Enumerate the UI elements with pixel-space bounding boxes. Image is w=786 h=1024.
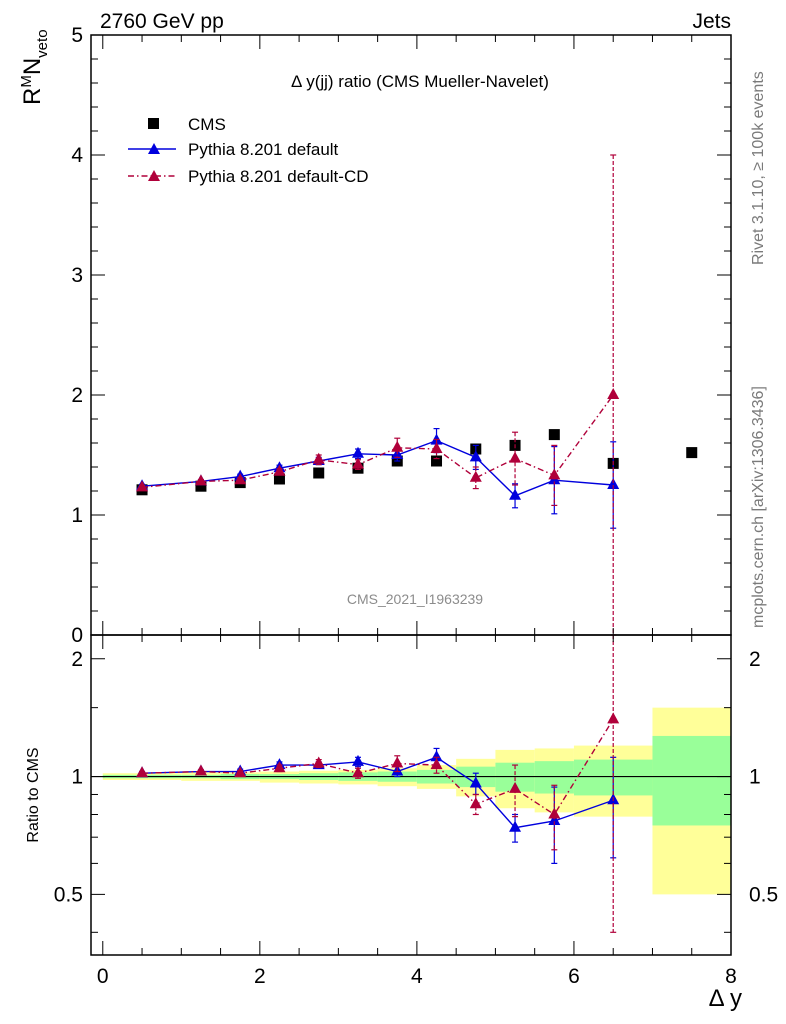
x-tick-label: 4: [411, 965, 423, 988]
legend-cms-marker: [148, 118, 159, 129]
ratio-pythia-default-cd-marker: [312, 756, 325, 768]
ratio-y-tick-label: 1: [71, 766, 83, 789]
pythia-default-cd-marker: [548, 468, 561, 480]
ratio-y-tick-label-right: 0.5: [749, 883, 778, 906]
pythia-default-cd-marker: [312, 452, 325, 464]
pythia-default-marker: [509, 488, 522, 500]
ratio-pythia-default-cd-marker: [234, 766, 247, 778]
ratio-pythia-default-cd-marker: [469, 797, 482, 809]
x-tick-label: 2: [254, 965, 266, 988]
main-title: Δ y(jj) ratio (CMS Mueller-Navelet): [291, 72, 549, 91]
ratio-panel: 0 2 4 6 8 0.5 0.5 1 1 2 2: [54, 634, 778, 988]
pythia-default-cd-marker: [136, 480, 149, 492]
x-tick-label: 8: [725, 965, 737, 988]
x-axis-label: Δ y: [709, 985, 742, 1012]
mcplots-reference-label: mcplots.cern.ch [arXiv:1306.3436]: [750, 386, 767, 628]
ratio-pythia-default-marker: [430, 750, 443, 762]
analysis-watermark: CMS_2021_I1963239: [347, 591, 483, 607]
pythia-default-marker: [351, 446, 364, 458]
cms-data-marker: [195, 480, 207, 492]
ratio-pythia-default-marker: [548, 813, 561, 825]
ratio-y-tick-label-right: 1: [749, 766, 761, 789]
main-y-axis-label: RMNveto: [18, 29, 51, 105]
pythia-default-cd-marker: [509, 451, 522, 463]
pythia-default-cd-line: [141, 394, 614, 489]
pythia-default-cd-marker: [430, 442, 443, 453]
pythia-default-line: [141, 439, 614, 497]
main-y-tick-label: 0: [71, 624, 83, 647]
pythia-default-cd-marker: [234, 473, 247, 485]
ratio-y-tick-label-right: 2: [749, 648, 761, 671]
legend-cms-label: CMS: [188, 115, 226, 134]
cms-data-marker: [548, 429, 560, 441]
cms-data-marker: [273, 473, 285, 485]
main-y-tick-label: 2: [71, 384, 83, 407]
x-tick-label: 0: [97, 965, 109, 988]
ratio-pythia-default-cd-marker: [273, 761, 286, 773]
main-panel-frame: [90, 34, 732, 636]
pythia-default-cd-marker: [351, 457, 364, 469]
ratio-y-axis-label: Ratio to CMS: [25, 747, 42, 842]
legend: CMS Pythia 8.201 default Pythia 8.201 de…: [128, 115, 369, 186]
x-tick-label: 6: [568, 965, 580, 988]
ratio-y-tick-label: 2: [71, 648, 83, 671]
process-label: Jets: [692, 10, 731, 33]
pythia-default-marker: [607, 478, 620, 489]
ratio-panel-frame: [90, 634, 732, 956]
pythia-default-cd-marker: [607, 388, 620, 399]
ratio-pythia-default-cd-marker: [391, 756, 404, 768]
ratio-pythia-default-cd-marker: [136, 766, 149, 778]
ratio-pythia-default-marker: [469, 776, 482, 788]
main-panel: 0 1 2 3 4 5 Δ y(jj) ratio (CMS Mueller-Navele…: [71, 24, 732, 647]
main-y-tick-label: 3: [71, 264, 83, 287]
cms-data-marker: [313, 467, 325, 479]
legend-cd-marker: [148, 170, 160, 181]
main-y-tick-label: 1: [71, 504, 83, 527]
pythia-default-cd-marker: [273, 464, 286, 476]
ratio-pythia-default-cd-marker: [430, 758, 443, 770]
ratio-pythia-default-cd-marker: [194, 764, 207, 776]
collision-energy-label: 2760 GeV pp: [100, 10, 224, 33]
cms-data-marker: [431, 455, 443, 467]
main-y-tick-label: 4: [71, 144, 83, 167]
cms-data-marker: [686, 447, 698, 459]
pythia-default-cd-marker: [469, 470, 482, 482]
legend-default-marker: [148, 143, 160, 154]
pythia-default-cd-marker: [391, 440, 404, 452]
ratio-pythia-default-cd-marker: [548, 807, 561, 819]
rivet-version-label: Rivet 3.1.10, ≥ 100k events: [750, 71, 767, 265]
ratio-pythia-default-marker: [351, 754, 364, 766]
ratio-y-tick-label: 0.5: [54, 883, 83, 906]
pythia-default-cd-marker: [194, 474, 207, 486]
legend-default-label: Pythia 8.201 default: [188, 140, 339, 159]
main-y-tick-label: 5: [71, 24, 83, 47]
ratio-pythia-default-cd-marker: [509, 781, 522, 793]
ratio-pythia-default-line: [142, 756, 614, 829]
ratio-stat-uncertainty-band: [652, 735, 731, 826]
ratio-pythia-default-cd-marker: [351, 766, 364, 778]
pythia-default-marker: [469, 450, 482, 462]
ratio-pythia-default-marker: [509, 820, 522, 832]
legend-cd-label: Pythia 8.201 default-CD: [188, 167, 369, 186]
ratio-pythia-default-cd-marker: [607, 712, 620, 724]
